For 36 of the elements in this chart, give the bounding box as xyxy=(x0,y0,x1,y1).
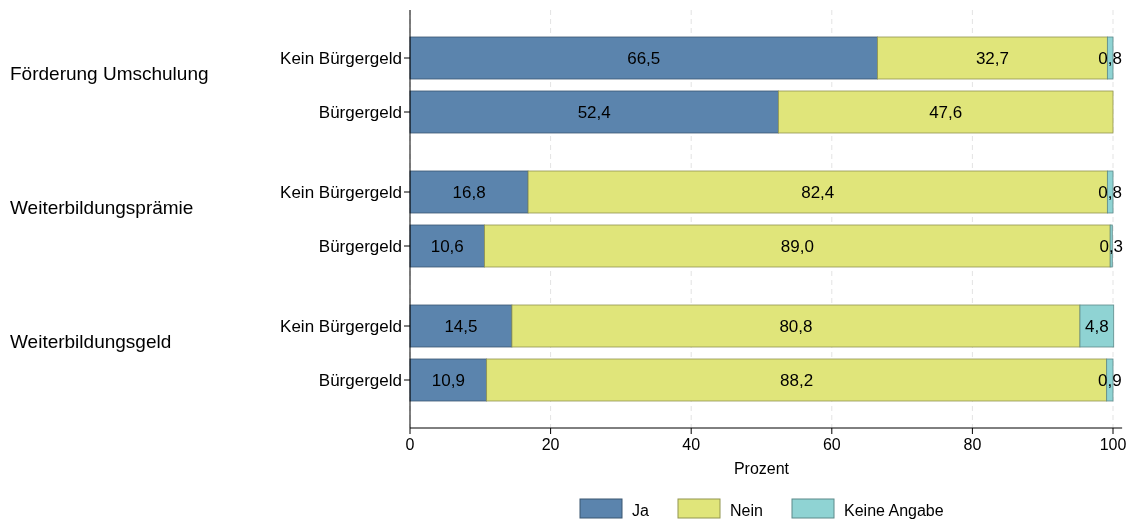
data-label: 10,6 xyxy=(430,236,464,256)
x-tick-label: 60 xyxy=(822,436,841,453)
data-label: 0,8 xyxy=(1098,48,1123,68)
data-label: 88,2 xyxy=(780,370,814,390)
data-label: 89,0 xyxy=(780,236,814,256)
data-label: 14,5 xyxy=(444,316,478,336)
legend-label: Ja xyxy=(632,501,649,519)
text: Weiterbildungsprämie xyxy=(10,196,194,218)
data-label: 32,7 xyxy=(975,48,1009,68)
y-tick-label: Bürgergeld xyxy=(318,236,402,256)
x-tick-label: 40 xyxy=(682,436,701,453)
data-label: 0,8 xyxy=(1098,182,1123,202)
y-tick-label: Bürgergeld xyxy=(318,370,402,390)
legend-label: Nein xyxy=(730,501,763,519)
x-tick-label: 0 xyxy=(405,436,415,453)
data-label: 4,8 xyxy=(1085,316,1109,336)
data-label: 0,3 xyxy=(1099,236,1124,256)
x-tick-label: 80 xyxy=(963,436,982,453)
y-tick-label: Bürgergeld xyxy=(318,102,402,122)
data-label: 10,9 xyxy=(431,370,465,390)
x-axis-title: Prozent xyxy=(733,460,790,477)
y-tick-label: Kein Bürgergeld xyxy=(280,48,402,68)
y-tick-label: Kein Bürgergeld xyxy=(280,316,402,336)
text: Weiterbildungsgeld xyxy=(10,330,172,352)
data-label: 52,4 xyxy=(577,102,611,122)
y-tick-label: Kein Bürgergeld xyxy=(280,182,402,202)
legend-label: Keine Angabe xyxy=(844,501,944,519)
data-label: 47,6 xyxy=(929,102,963,122)
data-label: 80,8 xyxy=(779,316,813,336)
data-label: 0,9 xyxy=(1098,370,1122,390)
text: Förderung Umschulung xyxy=(10,62,209,84)
x-tick-label: 100 xyxy=(1099,436,1127,453)
data-label: 82,4 xyxy=(801,182,835,202)
data-label: 16,8 xyxy=(452,182,486,202)
x-tick-label: 20 xyxy=(541,436,560,453)
data-label: 66,5 xyxy=(627,48,661,68)
